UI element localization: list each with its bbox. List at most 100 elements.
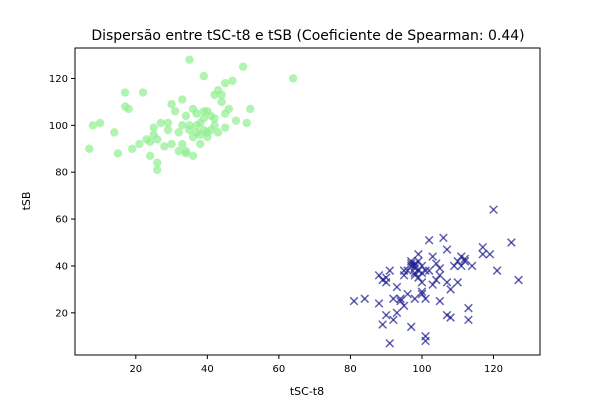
scatter-point-x [435, 270, 445, 280]
scatter-point-circle [145, 151, 155, 161]
scatter-point-x [453, 278, 463, 287]
scatter-point-circle [135, 139, 144, 149]
x-tick-label: 20 [129, 364, 142, 375]
scatter-point-circle [217, 90, 226, 100]
scatter-point-x [414, 256, 423, 266]
scatter-point-x [374, 270, 384, 280]
scatter-point-x [456, 261, 466, 271]
x-tick-label: 80 [344, 364, 357, 375]
y-tick-label: 80 [55, 168, 68, 179]
scatter-point-circle [210, 121, 219, 130]
scatter-point-circle [231, 116, 241, 125]
scatter-point-circle [163, 118, 173, 128]
scatter-point-circle [246, 104, 255, 114]
scatter-point-x [392, 282, 402, 292]
scatter-point-circle [195, 139, 205, 149]
x-axis: 20 40 60 80 100 120 [129, 355, 503, 375]
scatter-point-x [396, 294, 405, 304]
scatter-point-x [403, 266, 412, 275]
scatter-point-circle [210, 114, 219, 123]
scatter-point-circle [199, 71, 208, 81]
scatter-point-x [507, 238, 516, 247]
scatter-point-circle [213, 128, 223, 137]
x-axis-label: tSC-t8 [290, 385, 324, 398]
x-tick-label: 120 [484, 364, 503, 375]
scatter-point-circle [192, 109, 201, 118]
x-tick-label: 60 [273, 364, 286, 375]
scatter-point-x [446, 313, 455, 322]
scatter-point-x [360, 294, 370, 304]
scatter-point-circle [238, 62, 248, 71]
scatter-point-x [453, 256, 463, 266]
scatter-point-x [442, 278, 452, 287]
scatter-point-x [464, 303, 473, 313]
scatter-point-circle [178, 95, 187, 104]
scatter-point-x [431, 275, 441, 285]
scatter-point-circle [149, 123, 158, 132]
scatter-point-circle [163, 125, 173, 135]
plot-frame [74, 47, 541, 356]
y-axis: 20 40 60 80 100 120 [49, 74, 75, 319]
scatter-point-circle [124, 104, 133, 114]
scatter-point-x [378, 320, 387, 329]
scatter-point-x [478, 242, 488, 252]
scatter-point-x [460, 254, 470, 264]
scatter-point-x [467, 261, 477, 271]
scatter-point-circle [167, 139, 176, 149]
scatter-point-circle [85, 144, 94, 153]
y-tick-label: 60 [55, 215, 68, 226]
scatter-point-circle [153, 165, 162, 175]
scatter-point-circle [242, 118, 251, 128]
scatter-point-x [424, 266, 434, 275]
scatter-point-x [421, 336, 430, 346]
scatter-point-circle [170, 107, 180, 116]
scatter-point-x [399, 301, 409, 311]
scatter-point-circle [156, 118, 166, 128]
scatter-point-x [410, 261, 420, 271]
scatter-point-x [460, 256, 470, 266]
scatter-point-x [399, 270, 409, 280]
scatter-point-circle [145, 137, 155, 146]
y-tick-label: 100 [49, 121, 68, 132]
scatter-point-circle [181, 146, 191, 156]
scatter-point-circle [113, 149, 123, 158]
scatter-point-x [478, 249, 488, 259]
scatter-point-x [389, 294, 398, 304]
scatter-point-x [449, 261, 459, 271]
scatter-point-x [414, 273, 423, 282]
plot-area [85, 55, 523, 348]
scatter-point-x [374, 299, 384, 308]
scatter-point-circle [188, 151, 198, 161]
y-axis-label: tSB [20, 192, 33, 211]
scatter-point-circle [178, 139, 187, 149]
scatter-point-x [464, 315, 473, 325]
x-tick-label: 40 [201, 364, 214, 375]
scatter-point-circle [88, 121, 98, 130]
scatter-point-circle [174, 128, 183, 137]
scatter-point-x [417, 278, 427, 287]
scatter-point-circle [153, 135, 162, 144]
scatter-point-x [421, 294, 430, 304]
scatter-point-x [424, 235, 434, 245]
scatter-point-x [446, 285, 455, 294]
scatter-point-x [349, 296, 359, 306]
scatter-point-x [435, 296, 445, 306]
scatter-point-x [514, 275, 523, 285]
scatter-point-circle [178, 121, 187, 130]
scatter-point-x [410, 294, 420, 304]
scatter-point-x [406, 322, 416, 332]
scatter-point-circle [221, 123, 230, 132]
scatter-point-circle [128, 144, 137, 153]
scatter-point-circle [228, 76, 237, 86]
scatter-point-x [389, 315, 398, 325]
scatter-point-circle [167, 100, 176, 109]
chart-title: Dispersão entre tSC-t8 e tSB (Coeficient… [91, 28, 524, 44]
y-tick-label: 120 [49, 74, 68, 85]
scatter-point-circle [160, 142, 169, 151]
scatter-point-x [385, 338, 395, 348]
scatter-point-x [485, 249, 495, 259]
scatter-point-x [431, 259, 441, 268]
scatter-point-circle [288, 74, 298, 83]
scatter-point-circle [185, 121, 194, 130]
